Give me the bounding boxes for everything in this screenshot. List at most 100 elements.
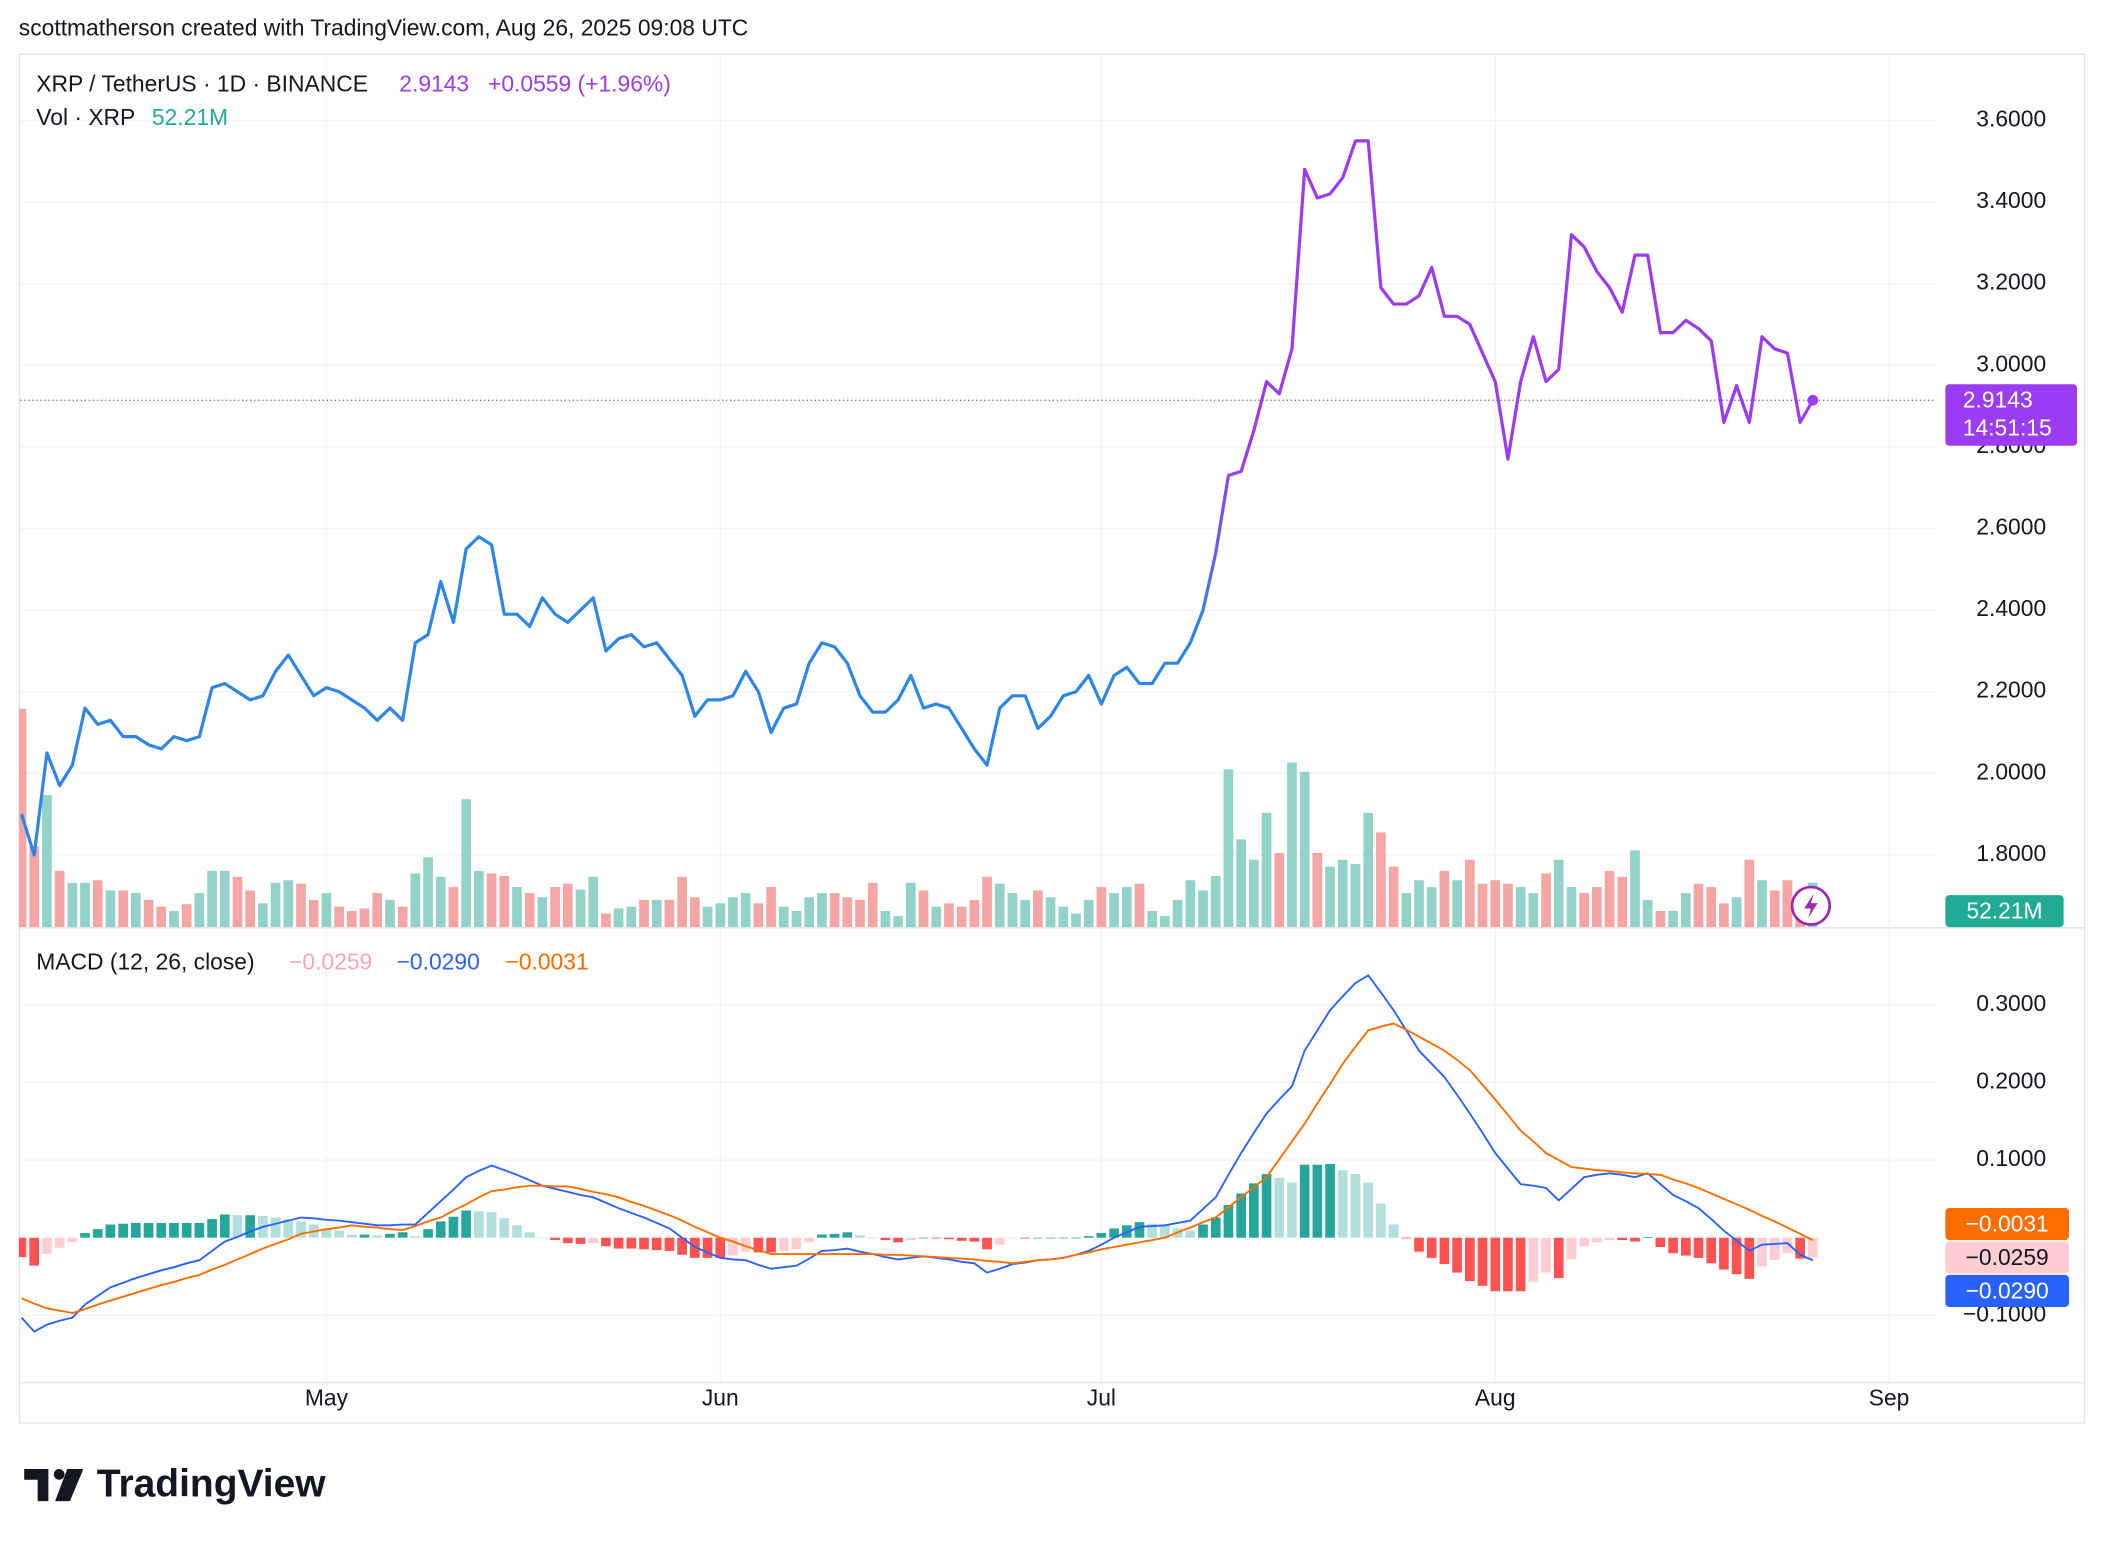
histogram-bar: [1439, 1237, 1450, 1265]
volume-bar: [321, 893, 332, 928]
histogram-bar: [435, 1221, 446, 1238]
volume-bar: [169, 910, 179, 928]
macd-line: [21, 1022, 1814, 1314]
volume-bar: [1642, 899, 1653, 928]
symbol-title: XRP / TetherUS · 1D · BINANCE: [36, 71, 368, 97]
histogram-bar: [1744, 1237, 1755, 1279]
histogram-bar: [67, 1237, 78, 1243]
volume-bar: [1477, 883, 1488, 928]
volume-bar: [1045, 897, 1056, 928]
volume-bar: [385, 899, 395, 928]
histogram-bar: [118, 1223, 128, 1238]
y-tick-label: 3.4000: [1976, 187, 2046, 213]
volume-bar: [1782, 880, 1793, 928]
histogram-bar: [283, 1219, 294, 1238]
volume-bar: [308, 899, 319, 928]
volume-bar: [80, 882, 90, 928]
histogram-bar: [1414, 1237, 1424, 1252]
volume-bar: [1452, 880, 1462, 928]
volume-bar: [1363, 812, 1374, 928]
legend-change: +0.0559 (+1.96%): [488, 71, 671, 97]
volume-bar: [1604, 870, 1615, 928]
volume-bar: [1566, 887, 1577, 928]
histogram-bar: [1541, 1237, 1551, 1273]
histogram-bar: [1592, 1237, 1602, 1243]
histogram-bar: [181, 1222, 192, 1238]
histogram-bar: [601, 1237, 611, 1247]
macd-badge: −0.0290: [1966, 1277, 2049, 1303]
volume-bar: [804, 897, 815, 928]
volume-bar: [1312, 852, 1323, 928]
last-price-dot: [1807, 394, 1819, 406]
histogram-bar: [29, 1237, 40, 1266]
volume-bar: [1655, 910, 1666, 928]
histogram-bar: [880, 1237, 891, 1241]
volume-bar: [283, 880, 294, 928]
volume-bar: [956, 906, 967, 928]
volume-bar: [1287, 762, 1297, 928]
volume-legend-value: 52.21M: [152, 104, 228, 130]
histogram-bar: [1642, 1236, 1653, 1238]
histogram-bar: [1769, 1237, 1780, 1261]
histogram-bar: [905, 1237, 916, 1241]
price-badge: 2.9143: [1963, 387, 2033, 413]
volume-bar: [423, 857, 433, 928]
histogram-bar: [54, 1237, 65, 1248]
volume-bar: [1083, 899, 1094, 928]
y-tick-label: 2.4000: [1976, 595, 2046, 621]
x-tick-label: May: [305, 1385, 349, 1411]
histogram-bar: [893, 1237, 903, 1243]
histogram-bar: [1503, 1237, 1513, 1292]
histogram-bar: [1160, 1225, 1170, 1238]
histogram-bar: [1210, 1217, 1221, 1238]
countdown: 14:51:15: [1963, 415, 2052, 441]
replay-icon[interactable]: [1790, 885, 1832, 926]
histogram-bar: [321, 1228, 332, 1238]
volume-bar: [118, 890, 128, 928]
histogram-bar: [1490, 1237, 1501, 1292]
histogram-bar: [588, 1237, 599, 1244]
volume-bar: [664, 899, 675, 928]
histogram-bar: [1223, 1205, 1234, 1238]
volume-bar: [1299, 771, 1310, 928]
volume-bar: [486, 873, 497, 928]
volume-bar: [1121, 887, 1132, 928]
histogram-bar: [92, 1229, 103, 1238]
volume-bar: [867, 882, 878, 928]
x-tick-label: Aug: [1475, 1385, 1516, 1411]
y-tick-label: 1.8000: [1976, 840, 2046, 866]
logo-mark-3: [55, 1469, 84, 1502]
histogram-bar: [931, 1237, 942, 1239]
volume-bar: [1325, 866, 1335, 928]
volume-bar: [461, 799, 472, 928]
histogram-bar: [829, 1233, 840, 1238]
logo: TradingView: [24, 1463, 326, 1506]
header: scottmatherson created with TradingView.…: [19, 14, 748, 40]
replay-bolt: [1804, 893, 1818, 918]
volume-bar: [1350, 864, 1361, 928]
volume-bar: [550, 887, 560, 928]
histogram-bar: [1147, 1223, 1158, 1238]
histogram-bar: [1604, 1237, 1615, 1241]
histogram-bar: [423, 1229, 433, 1238]
volume-bar: [575, 889, 586, 928]
volume-bar: [29, 846, 40, 928]
volume-bar: [1731, 897, 1742, 928]
volume-bar: [778, 906, 789, 928]
histogram-bar: [1096, 1233, 1107, 1238]
histogram-bar: [702, 1237, 713, 1258]
volume-bar: [1210, 875, 1221, 928]
logo-mark-2: [53, 1469, 65, 1480]
volume-bar: [601, 913, 611, 928]
histogram-bar: [1680, 1237, 1691, 1256]
histogram-bar: [1807, 1237, 1818, 1258]
volume-bar: [1426, 887, 1437, 928]
volume-bar: [1769, 890, 1780, 928]
y-tick-label: 2.2000: [1976, 677, 2046, 703]
macd-line: [20, 974, 1814, 1333]
histogram-bar: [867, 1237, 878, 1239]
volume-bar: [690, 897, 700, 928]
volume-bar: [1274, 852, 1285, 928]
volume-bar: [1160, 916, 1170, 928]
